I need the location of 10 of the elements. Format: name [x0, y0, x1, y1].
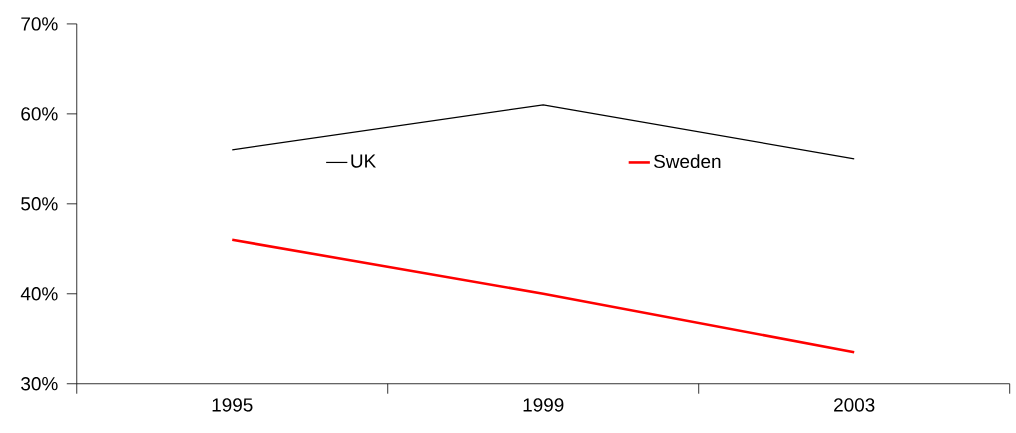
x-tick-label: 1999	[523, 398, 564, 412]
x-tick-label: 2003	[834, 398, 875, 412]
legend-label: UK	[351, 154, 376, 168]
y-tick-label: 40%	[20, 287, 58, 301]
legend-label: Sweden	[654, 154, 721, 169]
y-tick-label: 70%	[21, 17, 58, 31]
y-tick-label: 50%	[21, 197, 58, 211]
y-tick-label: 30%	[21, 377, 58, 391]
y-tick-label: 60%	[21, 107, 58, 121]
x-tick-label: 1995	[212, 398, 253, 412]
